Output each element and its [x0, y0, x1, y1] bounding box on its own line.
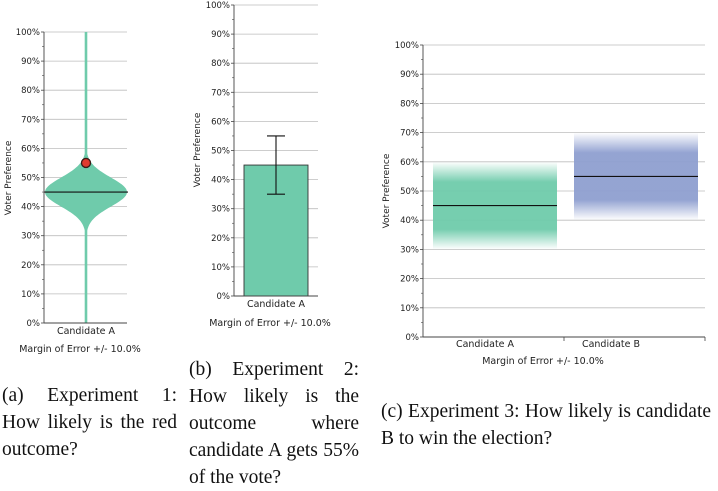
panel-a-violin-shape — [45, 32, 127, 323]
panel-a-y-tick-label: 70% — [21, 115, 40, 125]
caption-c-label: (c) — [381, 401, 403, 422]
caption-b-label: (b) — [189, 359, 212, 380]
panel-c-marks — [433, 132, 698, 250]
panel-c-x-axis-label: Margin of Error +/- 10.0% — [482, 356, 604, 367]
panel-b-y-tick-label: 80% — [211, 59, 230, 69]
panel-c-y-tick-label: 90% — [400, 70, 419, 80]
panel-b-axes: 0% 10% 20% 30% 40% 50% 60% 70% 80% 90% 100% — [206, 1, 318, 302]
panel-b-y-tick-label: 40% — [211, 176, 230, 186]
panel-c-y-tick-label: 50% — [400, 187, 419, 197]
panel-c-y-tick-label: 30% — [400, 245, 419, 255]
caption-c: (c) Experiment 3: How likely is candidat… — [381, 398, 711, 452]
panel-a-y-tick-label: 10% — [21, 290, 40, 300]
panel-b-y-tick-label: 50% — [211, 147, 230, 157]
panel-b-bar-chart: 0% 10% 20% 30% 40% 50% 60% 70% 80% 90% 100% Voter … — [193, 1, 331, 329]
caption-b: (b) Experiment 2: How likely is the outc… — [189, 356, 359, 491]
panel-a-y-tick-label: 30% — [21, 232, 40, 242]
panel-c-y-tick-label: 60% — [400, 158, 419, 168]
panel-c-y-tick-label: 0% — [406, 333, 420, 343]
panel-a-y-tick-label: 100% — [16, 28, 40, 38]
panel-c-y-tick-label: 10% — [400, 304, 419, 314]
panel-b-marks — [243, 135, 309, 297]
panel-a-red-outcome-marker — [80, 157, 92, 169]
panel-a-x-axis-label: Margin of Error +/- 10.0% — [19, 344, 141, 355]
panel-a-axes: 0% 10% 20% 30% 40% 50% 60% 70% 80% 90% 100% — [16, 28, 127, 329]
panel-c-axes: 0% 10% 20% 30% 40% 50% 60% 70% 80% 90% 100% — [395, 41, 706, 343]
panel-a-y-tick-label: 50% — [21, 174, 40, 184]
panel-a-y-tick-label: 80% — [21, 86, 40, 96]
panel-a-y-tick-label: 40% — [21, 203, 40, 213]
panel-c-y-tick-label: 100% — [395, 41, 419, 51]
panel-b-y-tick-label: 10% — [211, 263, 230, 273]
panel-a-marks — [44, 32, 128, 323]
panel-b-category-label: Candidate A — [247, 299, 306, 310]
panel-c-category-label-b: Candidate B — [582, 339, 640, 350]
panel-b-y-tick-label: 70% — [211, 88, 230, 98]
panel-a-y-axis-label: Voter Preference — [4, 140, 14, 215]
panel-b-y-axis-label: Voter Preference — [193, 112, 203, 187]
caption-a-label: (a) — [2, 385, 24, 406]
panel-c-y-tick-label: 80% — [400, 99, 419, 109]
panel-a-y-tick-label: 20% — [21, 261, 40, 271]
panel-b-y-tick-label: 100% — [206, 1, 230, 11]
panel-b-y-tick-label: 90% — [211, 30, 230, 40]
panel-c-y-tick-label: 70% — [400, 129, 419, 139]
panel-b-y-tick-label: 60% — [211, 117, 230, 127]
panel-a-y-tick-label: 0% — [27, 319, 41, 329]
caption-b-text: Experiment 2: How likely is the outcome … — [189, 359, 360, 488]
panel-b-y-tick-label: 30% — [211, 205, 230, 215]
panel-c-y-tick-label: 20% — [400, 275, 419, 285]
panel-c-interval-chart: 0% 10% 20% 30% 40% 50% 60% 70% 80% 90% 100% Voter … — [382, 41, 706, 367]
panel-a-category-label: Candidate A — [57, 326, 116, 337]
panel-b-y-tick-label: 20% — [211, 234, 230, 244]
panel-c-category-label-a: Candidate A — [456, 339, 515, 350]
panel-b-x-axis-label: Margin of Error +/- 10.0% — [209, 318, 331, 329]
caption-a: (a) Experiment 1: How likely is the red … — [2, 382, 177, 463]
panel-b-y-tick-label: 0% — [217, 292, 231, 302]
caption-a-text: Experiment 1: How likely is the red outc… — [2, 385, 178, 460]
caption-c-text: Experiment 3: How likely is candidate B … — [381, 401, 712, 449]
panel-a-y-tick-label: 90% — [21, 57, 40, 67]
panel-c-y-axis-label: Voter Preference — [382, 153, 392, 228]
panel-c-y-tick-label: 40% — [400, 216, 419, 226]
panel-a-y-tick-label: 60% — [21, 144, 40, 154]
panel-a-violin-chart: 0% 10% 20% 30% 40% 50% 60% 70% 80% 90% 100% Voter … — [4, 28, 141, 355]
